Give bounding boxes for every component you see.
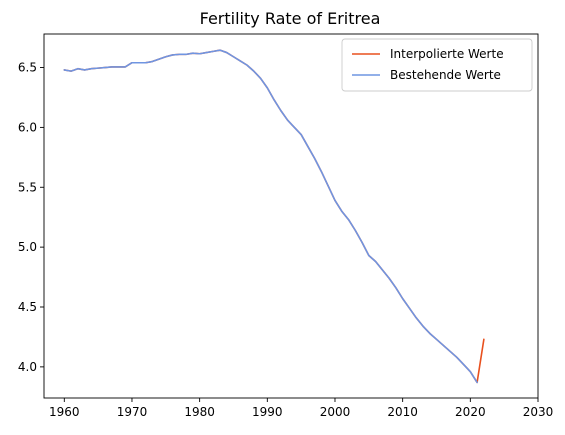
series-layer — [63, 49, 485, 384]
x-tick-label: 2010 — [387, 405, 418, 419]
x-tick-label: 2000 — [320, 405, 351, 419]
x-tick-label: 1970 — [117, 405, 148, 419]
series-line-2 — [63, 49, 478, 384]
y-tick-label: 6.5 — [18, 61, 37, 75]
y-tick-label: 4.0 — [18, 360, 37, 374]
legend-box — [341, 38, 533, 92]
plot-frame — [43, 33, 539, 399]
y-tick-label: 5.5 — [18, 180, 37, 194]
y-tick-label: 5.0 — [18, 240, 37, 254]
axes-layer: 1960 1970 1980 1990 2000 2010 2020 2030 4.0 4.5 5.… — [18, 33, 554, 419]
x-tick-label: 2020 — [455, 405, 486, 419]
x-tick-label: 1980 — [184, 405, 215, 419]
chart-title: Fertility Rate of Eritrea — [200, 9, 381, 28]
legend-label-1: Interpolierte Werte — [390, 47, 504, 61]
legend: Interpolierte Werte Bestehende Werte — [341, 38, 533, 92]
x-tick-label: 1990 — [252, 405, 283, 419]
legend-label-2: Bestehende Werte — [390, 68, 501, 82]
x-tick-label: 1960 — [49, 405, 80, 419]
y-tick-label: 4.5 — [18, 300, 37, 314]
y-tick-label: 6.0 — [18, 120, 37, 134]
x-tick-label: 2030 — [523, 405, 554, 419]
